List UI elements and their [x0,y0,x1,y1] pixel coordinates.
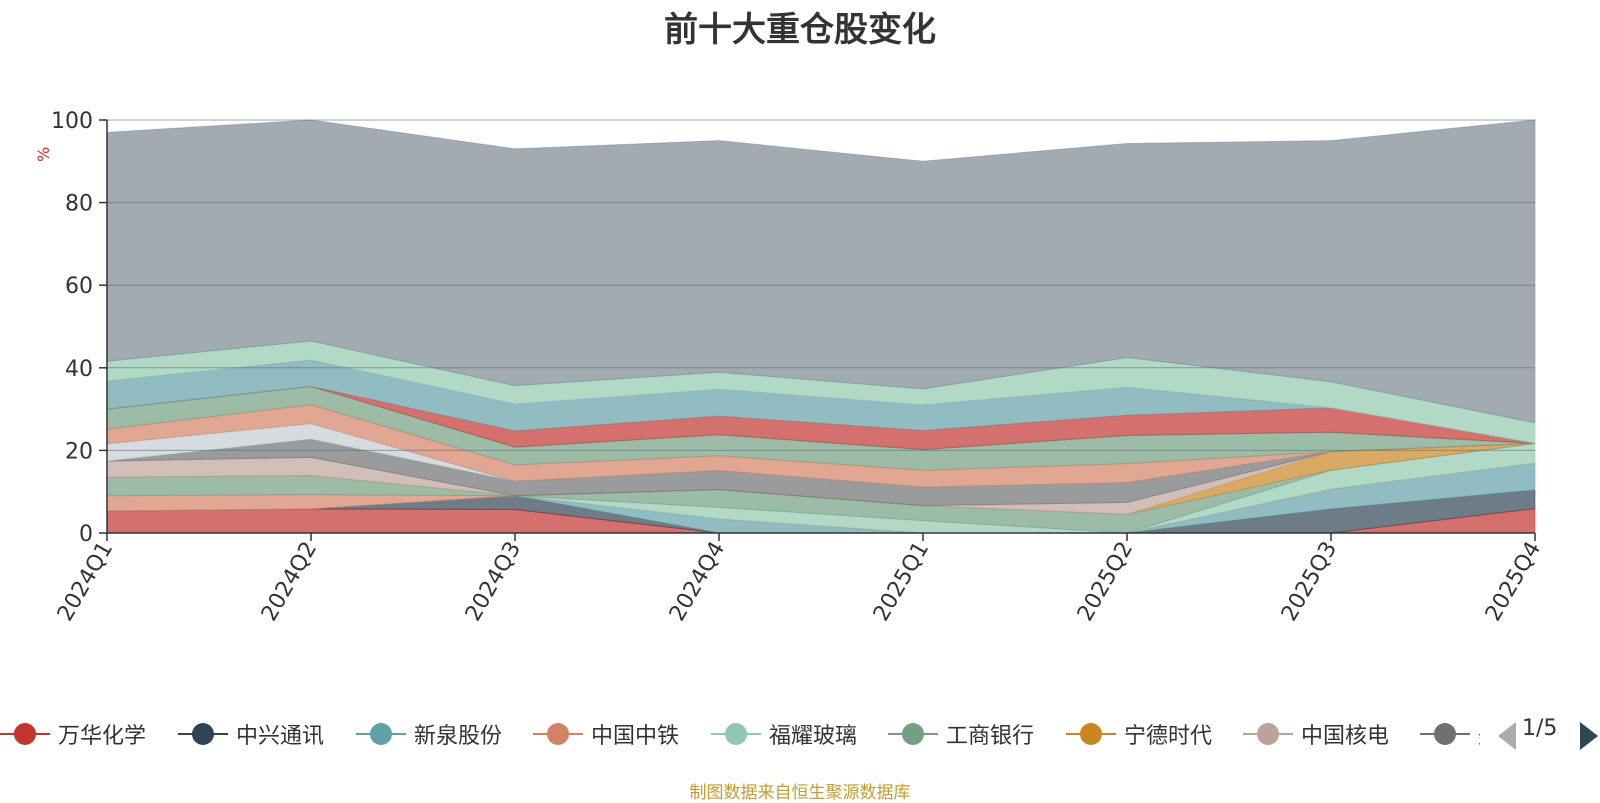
y-tick-label-3: 60 [65,274,93,299]
legend-label: 美的集团 [1478,718,1480,750]
legend-swatch-icon [888,719,938,749]
chart-area: 0 20 40 60 80 100 2024Q1 2024Q2 2024Q3 2024Q4 2025… [34,109,1546,626]
x-tick-label-0: 2024Q1 [53,538,118,626]
legend-item[interactable]: 中国核电 [1243,712,1389,756]
legend-item[interactable]: 工商银行 [888,712,1034,756]
legend-label: 宁德时代 [1124,724,1213,749]
legend-item[interactable]: 宁德时代 [1066,712,1212,756]
y-tick-label-5: 100 [51,109,93,134]
source-note: 制图数据来自恒生聚源数据库 [689,783,911,803]
legend-swatch-icon [0,719,50,749]
x-tick-label-3: 2024Q4 [665,538,730,626]
legend-swatch-icon [1243,719,1293,749]
legend-swatch-icon [356,719,406,749]
legend-label: 工商银行 [946,724,1035,749]
legend-label: 中兴通讯 [236,724,325,749]
legend-swatch-icon [533,719,583,749]
y-tick-label-2: 40 [65,357,93,382]
legend-swatch-icon [1066,719,1116,749]
legend-swatch-icon [1420,719,1470,749]
legend: 万华化学 中兴通讯 新泉股份 中国中铁 福耀玻璃 工商银行 宁德时代 中国核电 美的集团 [0,712,1480,756]
legend-label: 中国中铁 [591,724,680,749]
area-series-16 [106,119,1536,424]
x-tick-label-5: 2025Q2 [1073,538,1138,626]
y-tick-label-0: 0 [79,522,93,547]
legend-item[interactable]: 美的集团 [1420,712,1480,756]
legend-swatch-icon [178,719,228,749]
chart-title: 前十大重仓股变化 [664,10,936,50]
x-tick-label-1: 2024Q2 [257,538,322,626]
legend-prev-icon[interactable] [1498,722,1516,750]
legend-label: 万华化学 [58,724,147,749]
legend-item[interactable]: 中国中铁 [533,712,679,756]
legend-item[interactable]: 新泉股份 [356,712,502,756]
legend-label: 福耀玻璃 [769,724,858,749]
legend-item[interactable]: 福耀玻璃 [711,712,857,756]
y-axis-label: % [34,147,53,162]
legend-pager: 1/5 [1498,712,1598,756]
legend-label: 中国核电 [1301,724,1390,749]
y-tick-label-1: 20 [65,439,93,464]
legend-label: 新泉股份 [414,724,503,749]
legend-item[interactable]: 中兴通讯 [178,712,324,756]
legend-next-icon[interactable] [1580,722,1598,750]
y-tick-label-4: 80 [65,192,93,217]
x-tick-label-2: 2024Q3 [461,538,526,626]
x-tick-label-6: 2025Q3 [1277,538,1342,626]
legend-swatch-icon [711,719,761,749]
grid-lines [107,119,1535,451]
stacked-areas [106,119,1536,534]
x-tick-label-4: 2025Q1 [869,538,934,626]
x-tick-label-7: 2025Q4 [1481,538,1546,626]
legend-page-indicator: 1/5 [1522,716,1558,741]
legend-item[interactable]: 万华化学 [0,712,146,756]
